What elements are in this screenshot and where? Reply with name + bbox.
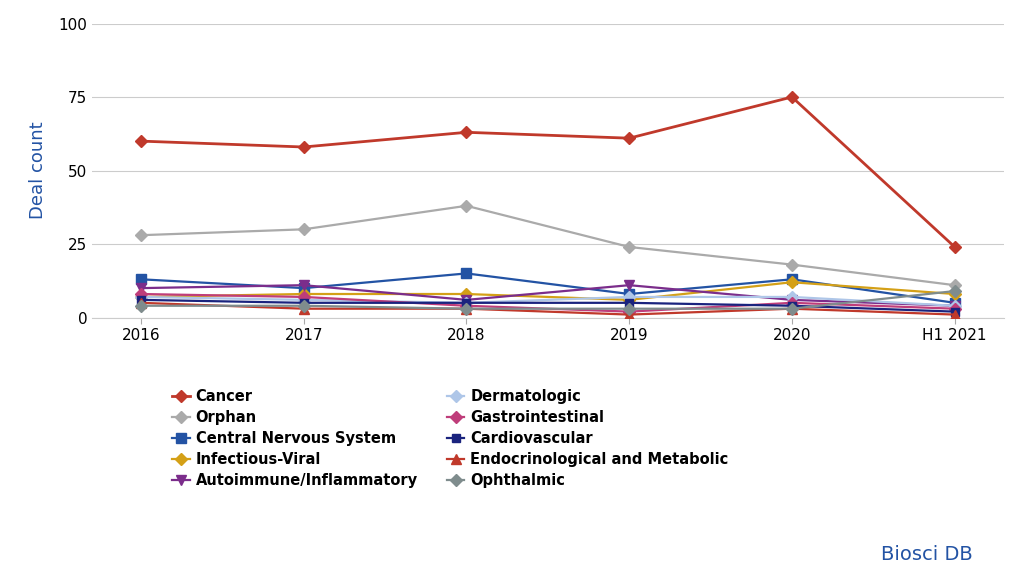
Orphan [785, 261, 798, 268]
Cardiovascular [785, 302, 798, 309]
Cardiovascular [461, 299, 473, 306]
Ophthalmic [461, 305, 473, 312]
Cancer [785, 93, 798, 101]
Gastrointestinal [948, 305, 961, 312]
Line: Dermatologic: Dermatologic [137, 293, 958, 310]
Cancer [298, 143, 310, 151]
Legend: Cancer, Orphan, Central Nervous System, Infectious-Viral, Autoimmune/Inflammator: Cancer, Orphan, Central Nervous System, … [172, 389, 728, 488]
Cardiovascular [623, 299, 635, 306]
Infectious-Viral [298, 290, 310, 298]
Ophthalmic [135, 302, 147, 309]
Gastrointestinal [785, 299, 798, 306]
Autoimmune/Inflammatory [461, 296, 473, 303]
Ophthalmic [785, 305, 798, 312]
Dermatologic [948, 302, 961, 309]
Orphan [948, 282, 961, 289]
Cardiovascular [298, 299, 310, 306]
Orphan [135, 232, 147, 239]
Dermatologic [461, 299, 473, 306]
Gastrointestinal [623, 308, 635, 315]
Central Nervous System [623, 290, 635, 298]
Endocrinological and Metabolic [785, 305, 798, 312]
Text: Biosci DB: Biosci DB [881, 546, 973, 564]
Infectious-Viral [785, 279, 798, 286]
Central Nervous System [785, 276, 798, 283]
Endocrinological and Metabolic [298, 305, 310, 312]
Ophthalmic [298, 302, 310, 309]
Cardiovascular [948, 308, 961, 315]
Dermatologic [623, 293, 635, 300]
Gastrointestinal [298, 293, 310, 300]
Line: Cancer: Cancer [137, 93, 958, 251]
Orphan [298, 226, 310, 233]
Cardiovascular [135, 296, 147, 303]
Dermatologic [135, 293, 147, 300]
Line: Orphan: Orphan [137, 202, 958, 289]
Autoimmune/Inflammatory [948, 302, 961, 309]
Infectious-Viral [948, 290, 961, 298]
Autoimmune/Inflammatory [135, 285, 147, 292]
Autoimmune/Inflammatory [785, 296, 798, 303]
Ophthalmic [948, 288, 961, 295]
Orphan [623, 243, 635, 250]
Line: Autoimmune/Inflammatory: Autoimmune/Inflammatory [136, 280, 959, 310]
Cancer [135, 138, 147, 145]
Line: Infectious-Viral: Infectious-Viral [137, 278, 958, 304]
Line: Ophthalmic: Ophthalmic [137, 287, 958, 313]
Infectious-Viral [623, 296, 635, 303]
Central Nervous System [135, 276, 147, 283]
Cancer [461, 129, 473, 136]
Dermatologic [785, 293, 798, 300]
Endocrinological and Metabolic [135, 299, 147, 306]
Line: Gastrointestinal: Gastrointestinal [137, 290, 958, 316]
Autoimmune/Inflammatory [298, 282, 310, 289]
Line: Central Nervous System: Central Nervous System [136, 269, 959, 308]
Orphan [461, 202, 473, 209]
Infectious-Viral [461, 290, 473, 298]
Endocrinological and Metabolic [623, 311, 635, 318]
Cancer [623, 135, 635, 142]
Central Nervous System [461, 270, 473, 277]
Cancer [948, 243, 961, 250]
Ophthalmic [623, 305, 635, 312]
Endocrinological and Metabolic [948, 311, 961, 318]
Line: Cardiovascular: Cardiovascular [137, 296, 958, 316]
Central Nervous System [298, 285, 310, 292]
Infectious-Viral [135, 293, 147, 300]
Autoimmune/Inflammatory [623, 282, 635, 289]
Y-axis label: Deal count: Deal count [30, 122, 47, 219]
Endocrinological and Metabolic [461, 305, 473, 312]
Central Nervous System [948, 299, 961, 306]
Dermatologic [298, 296, 310, 303]
Gastrointestinal [461, 302, 473, 309]
Gastrointestinal [135, 290, 147, 298]
Line: Endocrinological and Metabolic: Endocrinological and Metabolic [136, 298, 959, 319]
